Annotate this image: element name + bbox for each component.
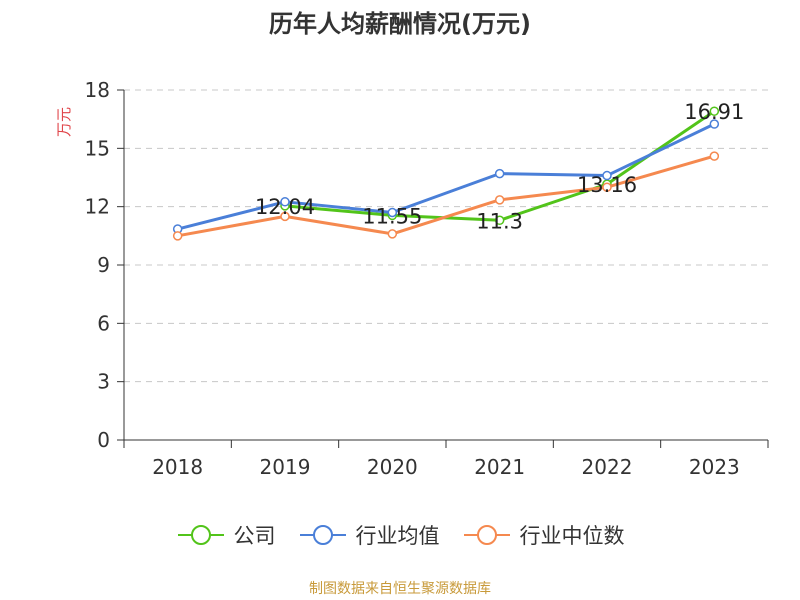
source-note: 制图数据来自恒生聚源数据库 — [309, 581, 491, 597]
legend-swatch-icon — [177, 525, 224, 545]
series-line-2 — [177, 122, 715, 231]
data-point — [494, 215, 505, 226]
series-lines — [172, 106, 720, 241]
legend-label: 行业均值 — [355, 524, 440, 548]
data-label: 11.3 — [476, 209, 523, 233]
y-tick-label: 12 — [85, 195, 110, 219]
legend-item-2[interactable]: 行业均值 — [298, 520, 440, 550]
data-label: 11.55 — [362, 204, 422, 228]
y-tick-label: 6 — [97, 311, 110, 335]
legend-item-3[interactable]: 行业中位数 — [462, 520, 625, 550]
legend-label: 行业中位数 — [519, 524, 625, 548]
legend-swatch-icon — [463, 525, 510, 545]
data-labels: 12.04 11.55 11.3 13.16 16.91 — [255, 100, 744, 233]
data-point — [387, 229, 398, 239]
data-point — [602, 182, 612, 192]
chart-title: 历年人均薪酬情况(万元) — [269, 10, 531, 38]
series-line-3 — [177, 154, 715, 238]
data-point — [494, 195, 505, 205]
data-point — [494, 168, 505, 179]
data-label: 12.04 — [255, 195, 315, 219]
y-tick-label: 9 — [97, 253, 110, 277]
data-point — [172, 231, 183, 241]
data-point — [280, 211, 290, 222]
y-tick-label: 0 — [97, 428, 110, 452]
data-point — [602, 170, 612, 181]
y-tick-label: 15 — [85, 136, 110, 160]
data-label: 13.16 — [577, 173, 637, 197]
data-point — [709, 151, 720, 161]
data-point — [280, 197, 290, 207]
legend: 公司 行业均值 行业中位数 — [0, 520, 800, 550]
grid-lines — [124, 89, 768, 383]
x-tick-label: 2018 — [152, 455, 203, 479]
x-tick-label: 2023 — [689, 455, 740, 479]
data-point — [709, 106, 720, 116]
y-tick-label: 18 — [85, 78, 110, 102]
legend-item-1[interactable]: 公司 — [176, 520, 276, 550]
x-tick-label: 2021 — [474, 455, 525, 479]
x-tick-label: 2019 — [260, 455, 311, 479]
legend-label: 公司 — [233, 524, 276, 548]
data-point — [387, 207, 398, 218]
data-label: 16.91 — [684, 100, 744, 124]
data-point — [709, 119, 720, 129]
y-axis-label: 万元 — [55, 107, 73, 137]
legend-swatch-icon — [299, 525, 346, 545]
y-tick-label: 3 — [97, 370, 110, 394]
x-tick-label: 2022 — [582, 455, 633, 479]
axes: 0 3 6 9 12 15 18 万元 2018 2019 2020 2021 2022 2023 — [55, 78, 769, 479]
x-tick-label: 2020 — [367, 455, 418, 479]
